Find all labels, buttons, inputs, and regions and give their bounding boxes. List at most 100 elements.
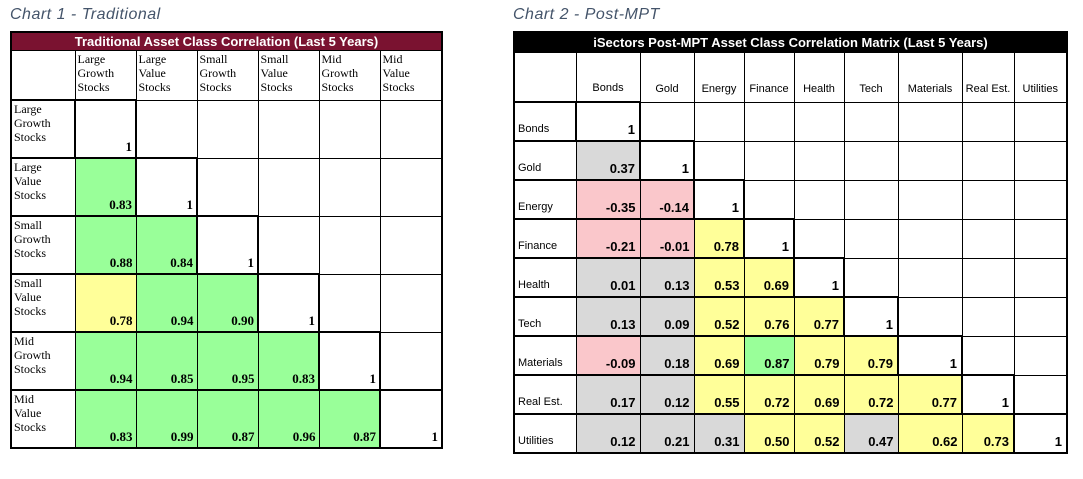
matrix-cell <box>793 179 845 220</box>
col-header: Mid Value Stocks <box>379 49 443 101</box>
matrix-cell: 0.77 <box>793 296 845 337</box>
matrix-cell <box>843 140 899 181</box>
matrix-cell <box>743 140 795 181</box>
col-header: Tech <box>843 51 899 103</box>
matrix-cell <box>135 99 198 159</box>
matrix-cell: 1 <box>897 335 963 376</box>
matrix-cell: 1 <box>257 273 320 333</box>
matrix-cell: 1 <box>843 296 899 337</box>
matrix-cell: 0.53 <box>693 257 745 298</box>
matrix-cell <box>196 99 259 159</box>
row-label: Materials <box>513 335 577 376</box>
row-label: Health <box>513 257 577 298</box>
matrix-cell: 1 <box>743 218 795 259</box>
matrix-cell <box>693 101 745 142</box>
matrix-cell <box>961 140 1015 181</box>
matrix-cell: 0.76 <box>743 296 795 337</box>
table-title: Traditional Asset Class Correlation (Las… <box>10 31 443 51</box>
col-header: Health <box>793 51 845 103</box>
matrix-cell: 0.83 <box>74 389 137 449</box>
matrix-cell <box>196 157 259 217</box>
matrix-cell <box>257 157 320 217</box>
matrix-cell: 0.18 <box>639 335 695 376</box>
matrix-cell: 0.72 <box>843 374 899 415</box>
col-header: Small Value Stocks <box>257 49 320 101</box>
row-label: Large Value Stocks <box>10 157 76 217</box>
matrix-cell: 0.73 <box>961 413 1015 454</box>
matrix-cell: -0.35 <box>575 179 641 220</box>
row-label: Mid Value Stocks <box>10 389 76 449</box>
matrix-cell: 0.50 <box>743 413 795 454</box>
col-header: Mid Growth Stocks <box>318 49 381 101</box>
table-title: iSectors Post-MPT Asset Class Correlatio… <box>513 31 1068 53</box>
matrix-cell <box>743 179 795 220</box>
matrix-cell <box>897 140 963 181</box>
matrix-cell: 1 <box>135 157 198 217</box>
matrix-cell: 0.83 <box>257 331 320 391</box>
matrix-cell: 0.72 <box>743 374 795 415</box>
matrix-cell: -0.09 <box>575 335 641 376</box>
matrix-cell <box>318 157 381 217</box>
matrix-cell: 0.99 <box>135 389 198 449</box>
row-label: Tech <box>513 296 577 337</box>
col-header: Utilities <box>1013 51 1068 103</box>
matrix-cell: 0.88 <box>74 215 137 275</box>
matrix-cell <box>897 257 963 298</box>
row-label: Mid Growth Stocks <box>10 331 76 391</box>
matrix-cell: 0.69 <box>793 374 845 415</box>
col-header: Bonds <box>575 51 641 103</box>
chart2-caption: Chart 2 - Post-MPT <box>513 6 660 23</box>
matrix-cell <box>1013 335 1068 376</box>
matrix-cell <box>961 218 1015 259</box>
matrix-cell: 1 <box>639 140 695 181</box>
matrix-cell <box>1013 218 1068 259</box>
matrix-cell <box>257 215 320 275</box>
matrix-cell <box>257 99 320 159</box>
matrix-cell <box>379 215 443 275</box>
col-header: Finance <box>743 51 795 103</box>
matrix-cell <box>743 101 795 142</box>
matrix-cell: -0.14 <box>639 179 695 220</box>
matrix-cell: 1 <box>74 99 137 159</box>
traditional-correlation-table: Traditional Asset Class Correlation (Las… <box>10 31 443 449</box>
row-label: Gold <box>513 140 577 181</box>
matrix-cell: 0.77 <box>897 374 963 415</box>
matrix-cell <box>843 218 899 259</box>
matrix-cell <box>1013 140 1068 181</box>
matrix-cell: 0.52 <box>693 296 745 337</box>
matrix-cell: 0.95 <box>196 331 259 391</box>
corner-cell <box>513 51 577 103</box>
matrix-cell <box>961 179 1015 220</box>
matrix-cell: 0.12 <box>575 413 641 454</box>
matrix-cell: 0.12 <box>639 374 695 415</box>
matrix-cell <box>379 99 443 159</box>
matrix-cell: -0.01 <box>639 218 695 259</box>
row-label: Real Est. <box>513 374 577 415</box>
matrix-cell: 0.78 <box>693 218 745 259</box>
matrix-cell: 0.37 <box>575 140 641 181</box>
matrix-cell <box>897 179 963 220</box>
chart1-caption: Chart 1 - Traditional <box>10 6 161 23</box>
chart2-block: Chart 2 - Post-MPT iSectors Post-MPT Ass… <box>513 6 1068 454</box>
col-header: Materials <box>897 51 963 103</box>
matrix-cell <box>961 257 1015 298</box>
matrix-cell: 0.94 <box>135 273 198 333</box>
matrix-cell <box>897 296 963 337</box>
row-label: Small Value Stocks <box>10 273 76 333</box>
matrix-cell: 0.87 <box>196 389 259 449</box>
matrix-cell: 0.01 <box>575 257 641 298</box>
matrix-cell: 1 <box>575 101 641 142</box>
col-header: Small Growth Stocks <box>196 49 259 101</box>
matrix-cell <box>961 296 1015 337</box>
col-header: Energy <box>693 51 745 103</box>
matrix-cell <box>639 101 695 142</box>
matrix-cell: 1 <box>1013 413 1068 454</box>
row-label: Energy <box>513 179 577 220</box>
matrix-cell <box>1013 179 1068 220</box>
matrix-cell <box>961 335 1015 376</box>
matrix-cell: 1 <box>196 215 259 275</box>
matrix-cell: 1 <box>961 374 1015 415</box>
row-label: Small Growth Stocks <box>10 215 76 275</box>
matrix-cell: 0.21 <box>639 413 695 454</box>
